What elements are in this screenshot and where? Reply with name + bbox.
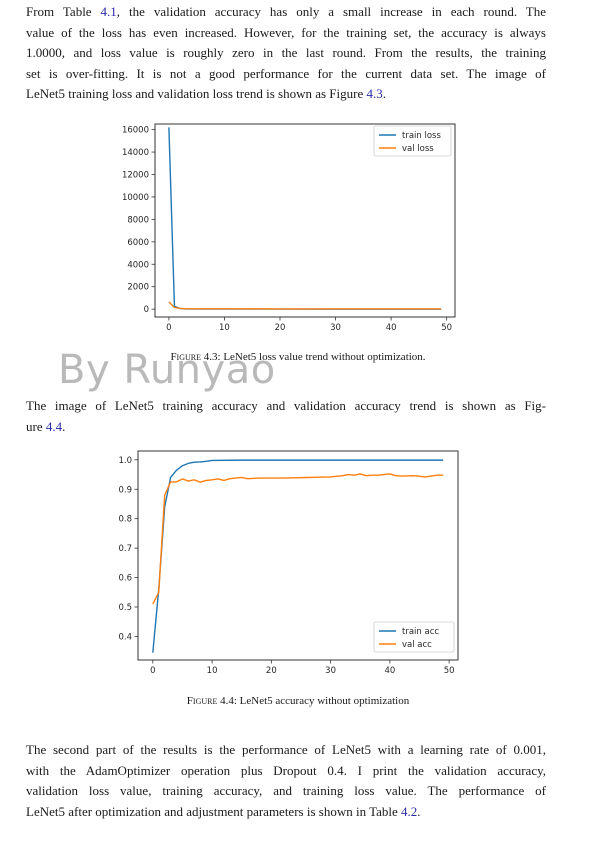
loss-x-tick-label: 0	[166, 323, 171, 333]
acc-series-line-val-acc	[152, 473, 444, 605]
text-run: 1.0000, and loss value is roughly zero i…	[26, 45, 546, 61]
acc-legend-label: train acc	[402, 627, 439, 637]
text-run: LeNet5 after optimization and adjustment…	[26, 803, 402, 819]
paragraph-results-intro: From Table 4.1, the validation accuracy …	[26, 2, 546, 105]
acc-y-tick-label: 1.0	[118, 456, 132, 466]
loss-y-tick-label: 14000	[122, 148, 149, 158]
cross-reference-link[interactable]: 4.4	[45, 418, 63, 434]
cross-reference-link[interactable]: 4.1	[100, 4, 117, 19]
text-line: value of the loss has even increased. Ho…	[26, 23, 546, 44]
loss-trend-chart: 0 10 20 30 40 50 0 2000 4000 6000 8000 10000 12000 14…	[122, 123, 456, 333]
acc-x-tick-label: 10	[207, 666, 218, 676]
figure-4-3-caption: Figure 4.3: LeNet5 loss value trend with…	[0, 351, 596, 363]
acc-legend-label: val acc	[402, 640, 432, 650]
figure-4-3-label: Figure 4.3:	[170, 351, 221, 363]
text-run: The second part of the results is the pe…	[26, 742, 546, 757]
text-run: The image of LeNet5 training accuracy an…	[26, 398, 546, 413]
cross-reference-link[interactable]: 4.3	[366, 86, 383, 102]
acc-x-tick-label: 30	[325, 666, 336, 676]
loss-y-tick-label: 2000	[127, 283, 149, 293]
loss-x-tick-label: 20	[275, 323, 286, 333]
text-line: From Table 4.1, the validation accuracy …	[26, 2, 546, 23]
figure-4-3-text: LeNet5 loss value trend without optimiza…	[220, 351, 426, 363]
loss-y-tick-label: 0	[144, 305, 149, 315]
paragraph-optimization-results: The second part of the results is the pe…	[26, 740, 546, 822]
paragraph-accuracy-intro: The image of LeNet5 training accuracy an…	[26, 396, 546, 437]
loss-y-tick-label: 6000	[127, 238, 149, 248]
acc-y-tick-label: 0.7	[118, 544, 132, 554]
loss-x-tick-label: 50	[441, 323, 452, 333]
text-run: From Table	[26, 4, 101, 19]
loss-x-tick-label: 40	[386, 323, 397, 333]
figure-4-4-text: LeNet5 accuracy without optimization	[236, 695, 410, 707]
text-run: .	[62, 418, 66, 434]
text-line: The second part of the results is the pe…	[26, 740, 546, 761]
loss-y-tick-label: 8000	[127, 215, 149, 225]
loss-y-tick-label: 4000	[127, 260, 149, 270]
acc-y-tick-label: 0.5	[118, 603, 132, 613]
text-line: 1.0000, and loss value is roughly zero i…	[26, 43, 546, 64]
acc-y-tick-label: 0.6	[118, 574, 132, 584]
text-run: with the AdamOptimizer operation plus Dr…	[26, 762, 546, 778]
text-run: ure	[26, 418, 46, 434]
figure-4-4-caption: Figure 4.4: LeNet5 accuracy without opti…	[0, 695, 596, 707]
text-run: .	[417, 803, 421, 819]
loss-y-tick-label: 16000	[122, 126, 149, 136]
text-run: LeNet5 training loss and validation loss…	[26, 86, 367, 102]
text-run: , the validation accuracy has only a sma…	[116, 4, 547, 19]
acc-x-tick-label: 40	[384, 666, 395, 676]
acc-x-tick-label: 50	[444, 666, 455, 676]
text-line: with the AdamOptimizer operation plus Dr…	[26, 761, 546, 782]
cross-reference-link[interactable]: 4.2	[401, 803, 418, 819]
watermark-text: By Runyao	[58, 347, 276, 393]
acc-x-tick-label: 0	[150, 666, 155, 676]
loss-x-tick-label: 30	[330, 323, 341, 333]
loss-series-line-val-loss	[168, 301, 442, 310]
text-run: set is over-fitting. It is not a good pe…	[26, 65, 546, 81]
acc-y-tick-label: 0.9	[118, 485, 132, 495]
text-line: ure 4.4.	[26, 417, 546, 438]
loss-y-tick-label: 10000	[122, 193, 149, 203]
text-line: set is over-fitting. It is not a good pe…	[26, 64, 546, 85]
loss-legend-label: train loss	[402, 131, 441, 141]
text-line: The image of LeNet5 training accuracy an…	[26, 396, 546, 417]
text-run: .	[382, 86, 386, 102]
text-run: validation loss value, training accuracy…	[26, 783, 546, 799]
acc-x-tick-label: 20	[266, 666, 277, 676]
loss-x-tick-label: 10	[219, 323, 230, 333]
text-line: validation loss value, training accuracy…	[26, 781, 546, 802]
acc-y-tick-label: 0.4	[118, 632, 132, 642]
loss-legend-label: val loss	[402, 144, 434, 154]
text-line: LeNet5 after optimization and adjustment…	[26, 802, 546, 823]
acc-series-line-train-acc	[152, 459, 444, 653]
acc-y-tick-label: 0.8	[118, 515, 132, 525]
figure-4-4-label: Figure 4.4:	[186, 695, 237, 707]
loss-y-tick-label: 12000	[122, 170, 149, 180]
text-line: LeNet5 training loss and validation loss…	[26, 84, 546, 105]
text-run: value of the loss has even increased. Ho…	[26, 24, 546, 40]
accuracy-trend-chart: 0 10 20 30 40 50 0.4 0.5 0.6 0.7 0.8 0.9 1.0 train ac…	[118, 450, 459, 676]
